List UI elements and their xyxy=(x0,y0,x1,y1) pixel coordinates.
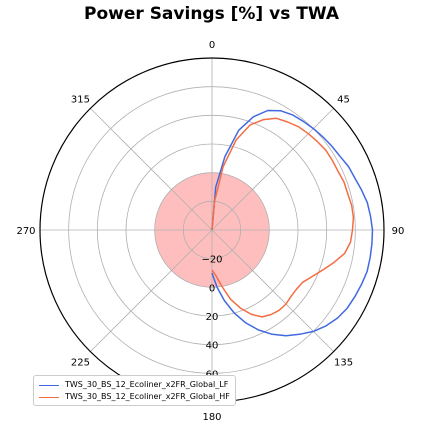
legend-swatch-lf xyxy=(39,384,59,386)
angular-grid-spoke xyxy=(211,108,334,231)
angle-tick-label: 45 xyxy=(337,94,350,105)
chart-title: Power Savings [%] vs TWA xyxy=(84,4,339,24)
radial-tick-label: 20 xyxy=(206,312,219,323)
angular-grid-spoke xyxy=(90,229,213,352)
angle-tick-label: 180 xyxy=(202,412,221,423)
label-layer: 0 45 90 135 180 225 270 315 −20 0 20 40 60 xyxy=(16,40,404,423)
series-layer xyxy=(211,109,374,337)
angle-tick-label: 90 xyxy=(392,226,405,237)
legend-item-lf: TWS_30_BS_12_Ecoliner_x2FR_Global_LF xyxy=(39,379,230,391)
angular-grid-spoke xyxy=(90,108,213,231)
angle-tick-label: 0 xyxy=(209,40,215,51)
legend: TWS_30_BS_12_Ecoliner_x2FR_Global_LF TWS… xyxy=(33,375,236,406)
legend-label-hf: TWS_30_BS_12_Ecoliner_x2FR_Global_HF xyxy=(65,392,230,401)
angle-tick-label: 135 xyxy=(334,358,353,369)
radial-tick-label: −20 xyxy=(201,255,222,266)
legend-label-lf: TWS_30_BS_12_Ecoliner_x2FR_Global_LF xyxy=(65,380,229,389)
legend-item-hf: TWS_30_BS_12_Ecoliner_x2FR_Global_HF xyxy=(39,391,230,403)
radial-tick-label: 40 xyxy=(206,341,219,352)
radial-tick-label: 60 xyxy=(206,369,219,380)
angle-tick-label: 225 xyxy=(71,358,90,369)
angular-grid-spoke xyxy=(211,229,334,352)
radial-tick-label: 0 xyxy=(209,283,215,294)
angle-tick-label: 270 xyxy=(16,226,35,237)
series-line-hf xyxy=(211,117,355,318)
series-line-lf xyxy=(211,109,374,337)
legend-swatch-hf xyxy=(39,396,59,398)
angle-tick-label: 315 xyxy=(71,94,90,105)
